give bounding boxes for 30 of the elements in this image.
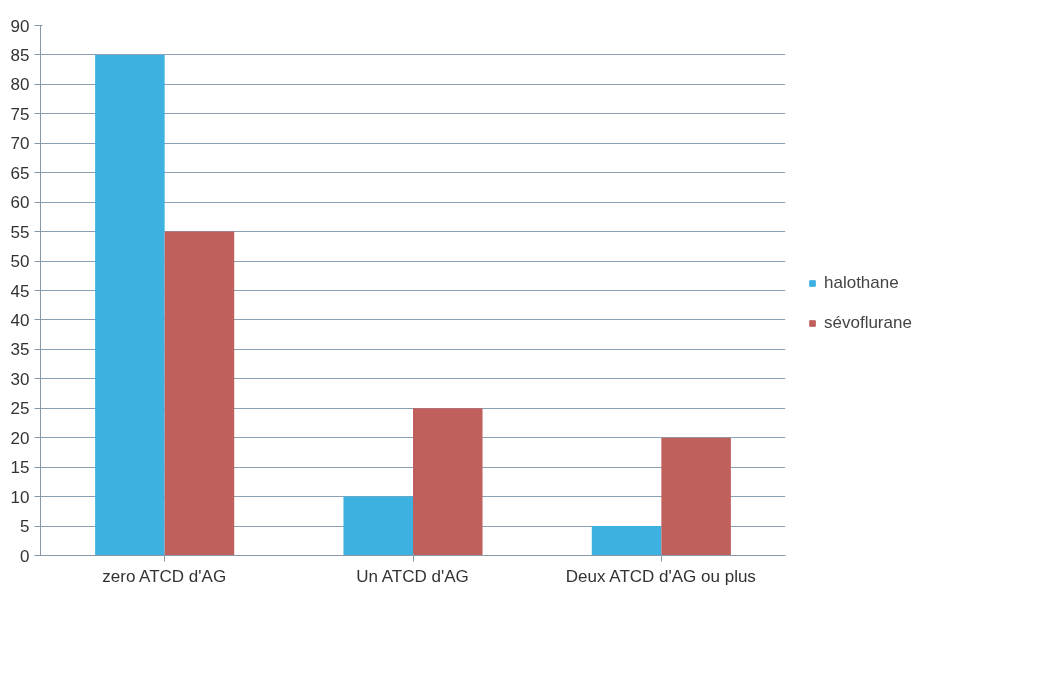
legend-label: halothane — [824, 272, 899, 293]
y-tick-label: 85 — [10, 45, 30, 65]
y-tick-label: 45 — [10, 281, 30, 301]
bar — [343, 496, 413, 556]
y-tick-label: 50 — [10, 252, 30, 272]
bar — [413, 408, 483, 556]
y-tick-label: 5 — [20, 517, 30, 537]
y-tick-label: 25 — [10, 399, 30, 419]
y-tick-label: 15 — [10, 458, 30, 478]
x-tick-label: Deux ATCD d'AG ou plus — [565, 566, 756, 586]
bar — [661, 437, 731, 556]
y-tick-label: 75 — [10, 104, 30, 124]
y-tick-label: 30 — [10, 369, 30, 389]
x-tick-label: zero ATCD d'AG — [102, 566, 227, 586]
bar — [591, 526, 662, 556]
x-tick-label: Un ATCD d'AG — [356, 566, 469, 586]
y-tick-label: 55 — [10, 222, 30, 242]
legend-label: sévoflurane — [824, 312, 912, 333]
y-tick-label: 80 — [10, 75, 30, 95]
bar — [95, 54, 165, 556]
y-tick-label: 90 — [10, 16, 30, 36]
y-tick-label: 10 — [10, 487, 30, 507]
y-tick-label: 20 — [10, 428, 30, 448]
y-tick-label: 40 — [10, 310, 30, 330]
y-tick-label: 35 — [10, 340, 30, 360]
bar — [164, 231, 235, 556]
y-tick-label: 65 — [10, 163, 30, 183]
y-tick-label: 60 — [10, 193, 30, 213]
y-tick-label: 0 — [20, 546, 30, 566]
y-tick-label: 70 — [10, 134, 30, 154]
